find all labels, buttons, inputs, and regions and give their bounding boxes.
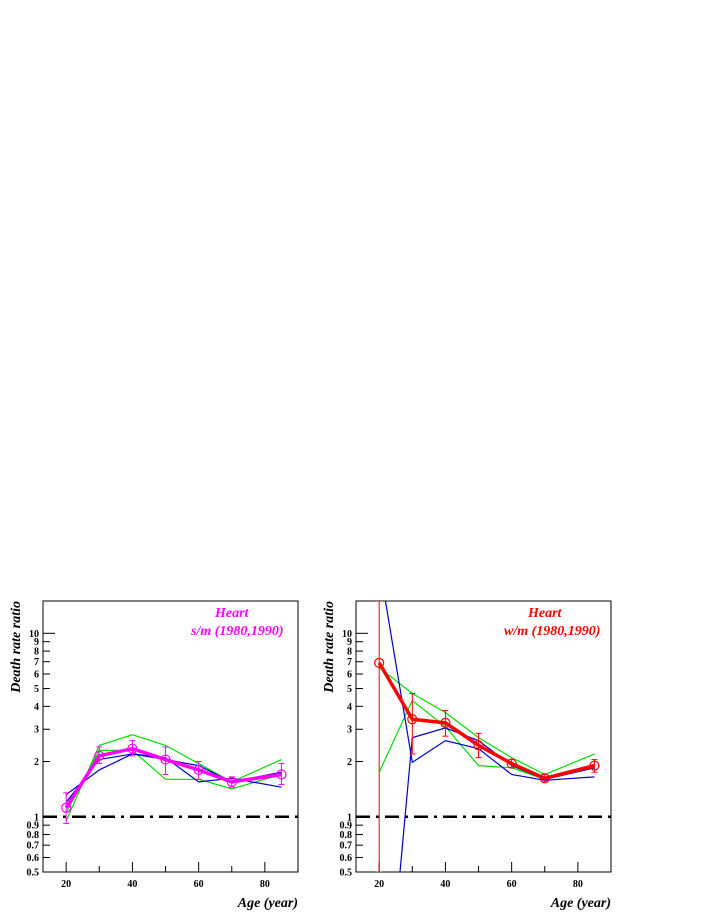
y-tick-label: 10 xyxy=(342,629,352,640)
y-tick-label: 9 xyxy=(34,637,39,648)
x-tick-label: 60 xyxy=(507,879,517,890)
y-tick-label: 1 xyxy=(34,812,39,823)
data-point-marker xyxy=(61,802,72,813)
panel-title: Heart xyxy=(214,606,250,621)
data-point-marker xyxy=(506,758,517,769)
y-tick-label: 7 xyxy=(34,657,39,668)
y-tick-label: 6 xyxy=(347,670,352,681)
panel-subtitle: w/m (1980,1990) xyxy=(504,624,600,639)
panel-subtitle: s/m (1980,1990) xyxy=(190,624,284,639)
y-axis-title: Death rate ratio xyxy=(322,601,337,694)
y-tick-label: 5 xyxy=(347,684,352,695)
y-tick-label: 1 xyxy=(347,812,352,823)
y-tick-label: 0.6 xyxy=(340,853,353,864)
data-point-marker xyxy=(276,769,287,780)
x-axis-title: Age (year) xyxy=(237,896,298,911)
y-tick-label: 8 xyxy=(34,647,39,658)
y-tick-label: 0.9 xyxy=(27,821,40,832)
data-point-marker xyxy=(407,714,418,725)
plot-frame xyxy=(355,600,612,873)
y-tick-label: 0.5 xyxy=(27,868,40,879)
x-tick-label: 40 xyxy=(127,879,137,890)
y-tick-label: 5 xyxy=(34,684,39,695)
y-tick-label: 4 xyxy=(34,702,39,713)
y-axis-title: Death rate ratio xyxy=(9,601,24,694)
x-tick-label: 60 xyxy=(194,879,204,890)
y-tick-label: 3 xyxy=(34,725,39,736)
y-tick-label: 9 xyxy=(347,637,352,648)
y-tick-label: 2 xyxy=(347,757,352,768)
plot-frame xyxy=(42,600,299,873)
data-point-marker xyxy=(374,657,385,668)
data-point-marker xyxy=(160,754,171,765)
x-tick-label: 80 xyxy=(573,879,583,890)
y-tick-label: 0.7 xyxy=(340,841,353,852)
y-tick-label: 4 xyxy=(347,702,352,713)
x-axis-title: Age (year) xyxy=(550,896,611,911)
data-point-marker xyxy=(226,776,237,787)
y-tick-label: 7 xyxy=(347,657,352,668)
y-tick-label: 0.8 xyxy=(340,830,353,841)
data-point-marker xyxy=(127,743,138,754)
data-point-marker xyxy=(539,773,550,784)
data-point-marker xyxy=(193,764,204,776)
x-tick-label: 40 xyxy=(440,879,450,890)
data-point-marker xyxy=(440,717,451,728)
data-point-marker xyxy=(589,760,600,771)
x-tick-label: 20 xyxy=(61,879,71,890)
data-point-marker xyxy=(473,740,484,751)
y-tick-label: 0.7 xyxy=(27,841,40,852)
y-tick-label: 3 xyxy=(347,725,352,736)
y-tick-label: 6 xyxy=(34,670,39,681)
y-tick-label: 0.9 xyxy=(340,821,353,832)
x-tick-label: 80 xyxy=(260,879,270,890)
y-tick-label: 0.8 xyxy=(27,830,40,841)
y-tick-label: 0.5 xyxy=(340,868,353,879)
x-tick-label: 20 xyxy=(374,879,384,890)
y-tick-label: 10 xyxy=(29,629,39,640)
data-layer xyxy=(61,734,287,824)
y-tick-label: 8 xyxy=(347,647,352,658)
y-tick-label: 2 xyxy=(34,757,39,768)
data-layer xyxy=(374,601,600,872)
data-point-marker xyxy=(94,750,105,761)
panel-title: Heart xyxy=(527,606,563,621)
y-tick-label: 0.6 xyxy=(27,853,40,864)
